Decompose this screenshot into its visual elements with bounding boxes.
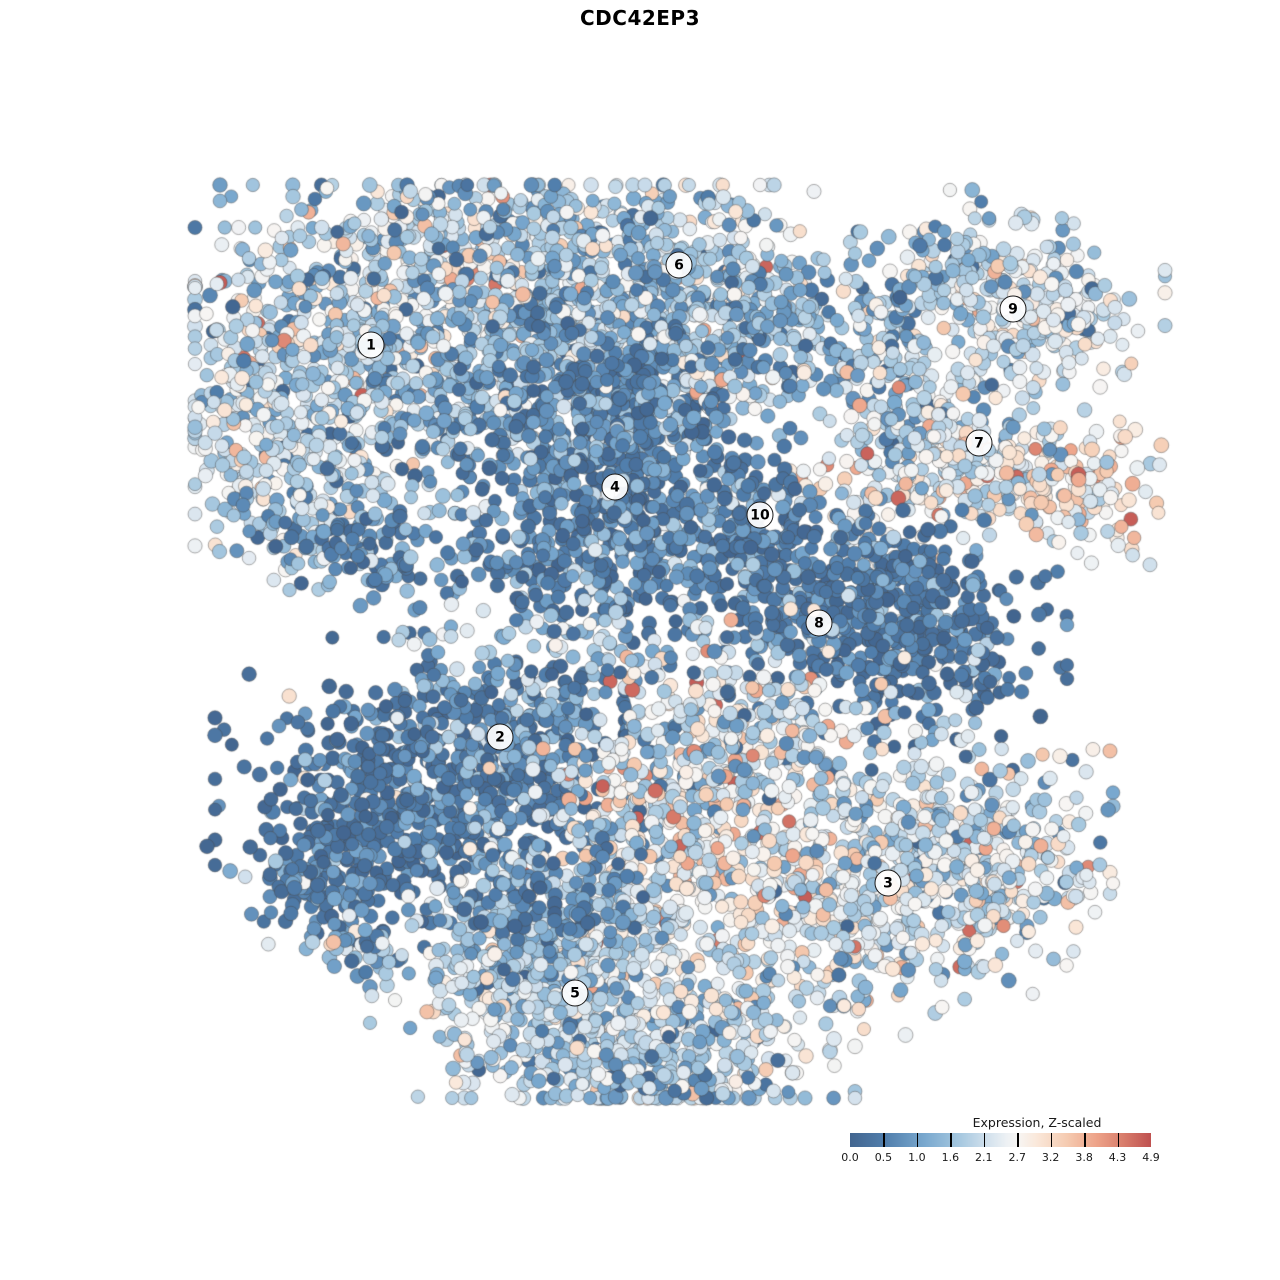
umap-scatter-canvas[interactable] [0, 0, 1280, 1280]
